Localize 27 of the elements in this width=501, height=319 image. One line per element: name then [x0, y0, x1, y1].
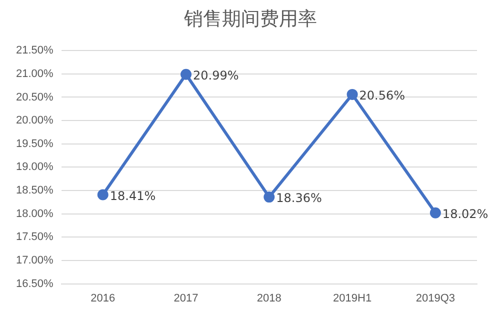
y-tick-label: 19.00%	[16, 161, 54, 174]
y-tick-label: 17.50%	[16, 231, 54, 244]
x-tick-label: 2016	[90, 292, 116, 304]
y-tick-label: 21.50%	[16, 44, 54, 57]
y-tick-label: 18.50%	[16, 184, 54, 197]
y-tick-label: 19.50%	[16, 138, 54, 150]
y-tick-label: 21.00%	[16, 68, 54, 80]
x-tick-label: 2017	[174, 292, 198, 304]
data-label: 18.36%	[276, 191, 322, 206]
point	[430, 207, 441, 218]
y-tick-label: 18.00%	[16, 208, 54, 220]
data-label: 20.99%	[193, 68, 239, 83]
data-label: 18.02%	[442, 207, 488, 222]
point	[180, 68, 192, 80]
y-tick-label: 17.00%	[16, 254, 54, 267]
data-label: 18.41%	[110, 188, 156, 203]
chart-title: 销售期间费用率	[183, 7, 318, 32]
y-tick-label: 20.00%	[16, 114, 54, 127]
point	[346, 88, 358, 100]
data-label: 20.56%	[359, 88, 406, 103]
y-tick-label: 20.50%	[16, 91, 54, 104]
point	[264, 192, 275, 203]
x-tick-label: 2019Q3	[416, 292, 456, 304]
x-tick-label: 2018	[256, 292, 282, 304]
point	[97, 189, 108, 200]
x-tick-label: 2019H1	[333, 292, 372, 304]
y-tick-label: 16.50%	[16, 278, 54, 290]
